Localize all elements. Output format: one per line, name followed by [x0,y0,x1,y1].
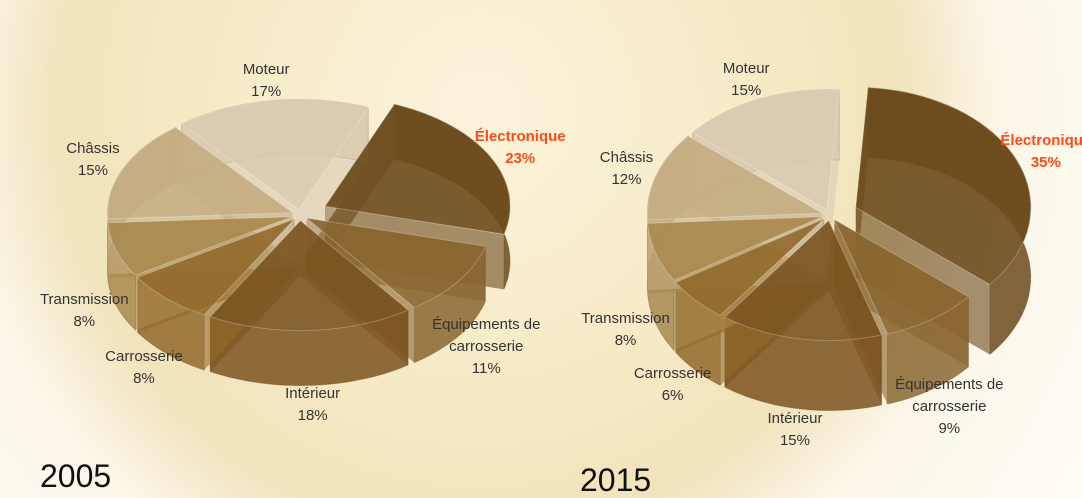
slice-value: 35% [1030,154,1061,171]
slice [833,218,970,335]
slice-label: Intérieur [767,410,823,428]
slice-label: Moteur [242,61,290,79]
slice [136,218,295,316]
slice-label: Équipements de carrosserie [895,376,1004,416]
slice-label: Électronique [1000,132,1082,149]
slice-value: 9% [938,420,961,438]
slice-value: 8% [133,370,155,388]
slice-value: 15% [731,81,762,99]
slice-label: Transmission [581,309,670,327]
slice [646,135,825,221]
slice [304,217,487,309]
slice-value: 8% [614,331,637,349]
slice-value: 17% [251,83,282,101]
slice-label: Transmission [39,290,129,308]
slice [691,89,840,211]
slice [180,99,369,211]
slice-label: Châssis [599,148,654,166]
slice-label: Électronique [474,128,566,146]
slice-label: Intérieur [285,385,341,403]
slice [107,126,295,220]
slice-label: Carrosserie [633,365,712,382]
slice-label: Équipements de carrosserie [432,315,541,355]
slice-value: 12% [611,170,642,188]
slice [647,216,823,281]
slice-value: 11% [471,359,501,377]
slice-value: 8% [73,312,96,330]
slice-value: 18% [297,407,328,425]
slice-label: Carrosserie [105,348,183,366]
slice-value: 6% [661,387,684,404]
slice [324,103,511,235]
slice [674,218,825,317]
slice [107,216,293,276]
slice-value: 15% [77,162,108,180]
slice-value: 15% [779,432,810,450]
slice-label: Moteur [722,59,770,77]
chart-title: 2005 [40,458,112,494]
slice [209,219,410,332]
slice-label: Châssis [66,140,120,158]
slice [723,219,883,341]
slice-value: 23% [505,150,536,168]
slice [855,87,1032,286]
chart-title: 2015 [580,462,652,498]
